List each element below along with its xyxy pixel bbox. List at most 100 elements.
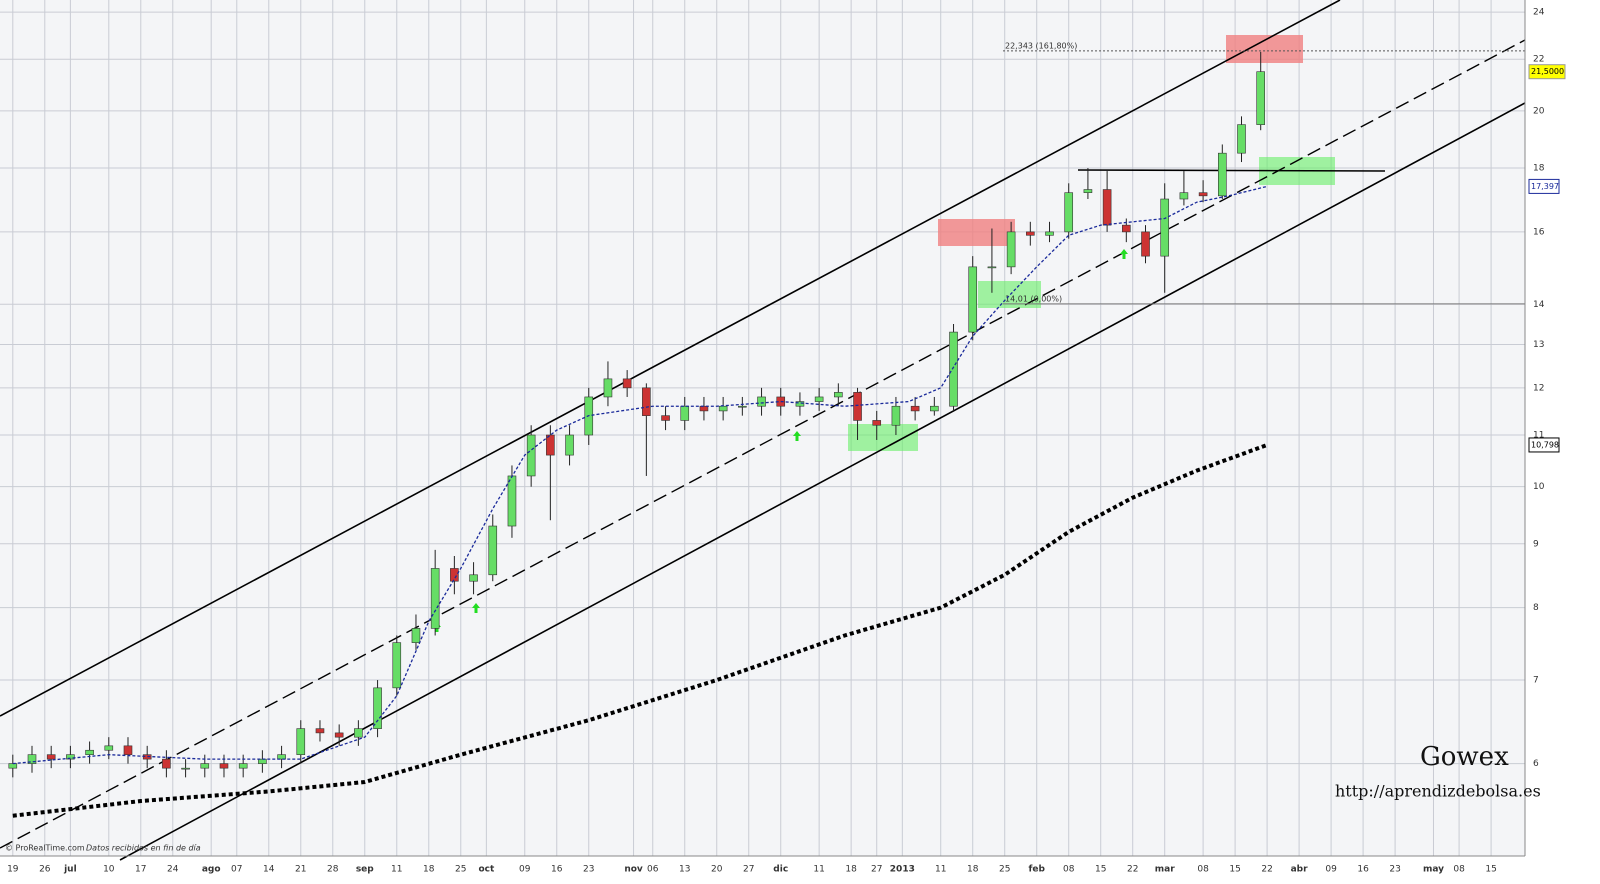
x-tick-label: 08 <box>1063 865 1075 875</box>
x-tick-label: 21 <box>295 865 306 875</box>
arrow <box>472 603 480 613</box>
candle-body <box>258 758 267 764</box>
x-tick-label: 18 <box>423 865 435 875</box>
x-tick-label: 27 <box>743 865 754 875</box>
candle-body <box>469 574 478 582</box>
x-tick-label: 06 <box>647 865 659 875</box>
x-tick-label: 13 <box>679 865 690 875</box>
x-tick-label: 17 <box>135 865 146 875</box>
y-tick-label: 12 <box>1533 383 1544 393</box>
last-value-box <box>1528 437 1560 453</box>
x-tick-label: 14 <box>263 865 275 875</box>
candle-body <box>1064 192 1074 233</box>
candle-body <box>27 754 37 764</box>
arrow <box>793 431 801 441</box>
plot-area <box>0 0 1525 856</box>
candle-body <box>987 266 997 269</box>
candle-body <box>526 434 536 477</box>
resistance-box <box>1226 35 1303 63</box>
candle-body <box>699 405 709 412</box>
x-tick-label: 23 <box>1389 865 1400 875</box>
candle-body <box>162 758 171 769</box>
candle-body <box>565 434 574 456</box>
x-tick-label: 09 <box>519 865 531 875</box>
x-tick-label: 20 <box>711 865 723 875</box>
y-tick-label: 18 <box>1533 164 1545 174</box>
candle-body <box>1198 192 1208 197</box>
y-tick-label: 7 <box>1533 676 1539 686</box>
last-value-box <box>1528 178 1560 194</box>
marks: 22,343 (161,80%) 14,01 (0,00%) <box>8 41 1525 818</box>
candle-body <box>795 401 805 407</box>
candle-body <box>757 396 766 407</box>
watermark: Gowex <box>1420 742 1509 772</box>
x-tick-label: 18 <box>967 865 979 875</box>
x-tick-label: 15 <box>1095 865 1106 875</box>
credit-note: Datos recibidos en fin de día <box>86 844 201 853</box>
candle-body <box>430 568 440 629</box>
x-tick-label: nov <box>624 865 643 875</box>
y-tick-label: 16 <box>1533 227 1545 237</box>
candle-body <box>1045 231 1054 236</box>
x-tick-label: 07 <box>231 865 242 875</box>
x-tick-label: 22 <box>1127 865 1138 875</box>
candle-body <box>181 767 190 770</box>
x-tick-label: 16 <box>551 865 563 875</box>
candle-body <box>104 745 114 751</box>
x-tick-label: dic <box>773 865 788 875</box>
candle-body <box>680 405 690 421</box>
x-tick-label: 15 <box>1229 865 1240 875</box>
candle-body <box>219 763 229 769</box>
x-tick-label: 09 <box>1325 865 1337 875</box>
candle-body <box>1083 189 1093 193</box>
candle-body <box>834 392 843 398</box>
candle-body <box>1141 231 1150 257</box>
x-tick-label: 26 <box>39 865 51 875</box>
credit: © ProRealTime.com <box>5 844 85 853</box>
candle-body <box>373 687 382 729</box>
candle-body <box>46 754 56 760</box>
candle-body <box>354 728 363 738</box>
candle-body <box>622 378 632 389</box>
candle-body <box>603 378 613 398</box>
candle-body <box>718 405 728 412</box>
moving-average <box>12 185 1268 765</box>
candle-body <box>642 387 651 416</box>
x-tick-label: 19 <box>7 865 19 875</box>
moving-average <box>12 443 1268 818</box>
candle-body <box>968 266 978 333</box>
y-tick-label: 24 <box>1533 8 1545 18</box>
x-tick-label: 28 <box>327 865 339 875</box>
x-tick-label: feb <box>1028 865 1045 875</box>
candle-body <box>891 405 901 426</box>
candle-body <box>488 525 498 576</box>
fib-label: 14,01 (0,00%) <box>1005 294 1062 303</box>
y-tick-label: 20 <box>1533 106 1545 116</box>
candle-body <box>1006 231 1016 268</box>
x-tick-label: 25 <box>455 865 466 875</box>
candle-body <box>85 749 94 755</box>
candle-body <box>1218 152 1227 197</box>
x-tick-label: 11 <box>391 865 402 875</box>
candle-body <box>1256 71 1266 125</box>
y-tick-label: 10 <box>1533 482 1545 492</box>
x-tick-label: oct <box>478 865 495 875</box>
candle-body <box>546 434 555 456</box>
candle-body <box>123 745 133 755</box>
y-tick-label: 9 <box>1533 539 1539 549</box>
y-tick-label: 22 <box>1533 55 1544 65</box>
candle-body <box>1179 192 1189 200</box>
candle-body <box>315 728 325 734</box>
candle-body <box>296 728 306 755</box>
last-price-box <box>1528 64 1566 80</box>
candle-body <box>411 628 421 643</box>
y-tick-label: 8 <box>1533 603 1539 613</box>
y-tick-label: 13 <box>1533 340 1544 350</box>
x-tick-label: 23 <box>583 865 594 875</box>
x-tick-label: ago <box>202 865 221 875</box>
x-tick-label: 08 <box>1197 865 1209 875</box>
x-tick-label: mar <box>1155 865 1175 875</box>
x-tick-label: 18 <box>845 865 857 875</box>
candle-body <box>872 420 882 426</box>
candle-body <box>238 763 248 769</box>
